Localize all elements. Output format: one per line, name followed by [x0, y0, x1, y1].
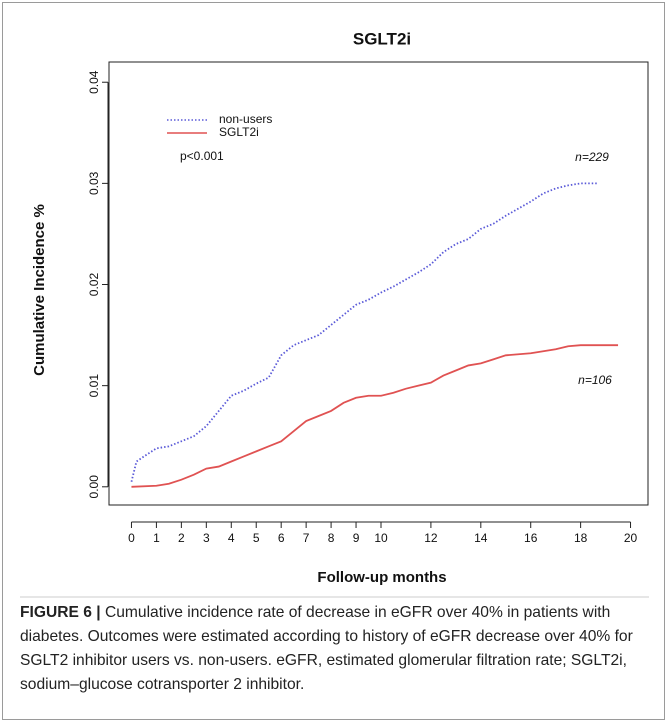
y-tick-label: 0.00 [87, 475, 101, 499]
x-axis-label: Follow-up months [317, 569, 446, 586]
chart-title: SGLT2i [353, 29, 411, 48]
caption: FIGURE 6 | Cumulative incidence rate of … [20, 601, 652, 697]
y-tick-label: 0.03 [87, 171, 101, 195]
annotation: n=106 [578, 373, 612, 387]
series-line [131, 344, 619, 488]
x-tick-label: 18 [574, 531, 588, 545]
x-tick-label: 12 [424, 531, 438, 545]
legend-label: SGLT2i [219, 125, 259, 139]
annotation: n=229 [575, 150, 609, 164]
x-tick-label: 5 [253, 531, 260, 545]
x-tick-label: 7 [303, 531, 310, 545]
caption-text: Cumulative incidence rate of decrease in… [20, 604, 633, 693]
x-tick-label: 4 [228, 531, 235, 545]
y-tick-label: 0.01 [87, 374, 101, 398]
y-axis-label: Cumulative Incidence % [31, 204, 48, 376]
x-tick-label: 14 [474, 531, 488, 545]
caption-label: FIGURE 6 | [20, 604, 101, 621]
legend-label: non-users [219, 112, 272, 126]
chart: SGLT2i Follow-up months Cumulative Incid… [20, 29, 649, 598]
x-tick-label: 3 [203, 531, 210, 545]
x-tick-label: 16 [524, 531, 538, 545]
x-tick-label: 9 [353, 531, 360, 545]
x-tick-label: 10 [374, 531, 388, 545]
x-tick-label: 8 [328, 531, 335, 545]
y-tick-label: 0.02 [87, 273, 101, 297]
series-line [130, 182, 599, 482]
annotation: p<0.001 [180, 149, 224, 163]
x-tick-label: 1 [153, 531, 160, 545]
x-tick-label: 0 [128, 531, 135, 545]
x-tick-label: 6 [278, 531, 285, 545]
x-tick-label: 2 [178, 531, 185, 545]
plot-frame [108, 61, 649, 506]
x-tick-label: 20 [624, 531, 638, 545]
y-tick-label: 0.04 [87, 70, 101, 94]
